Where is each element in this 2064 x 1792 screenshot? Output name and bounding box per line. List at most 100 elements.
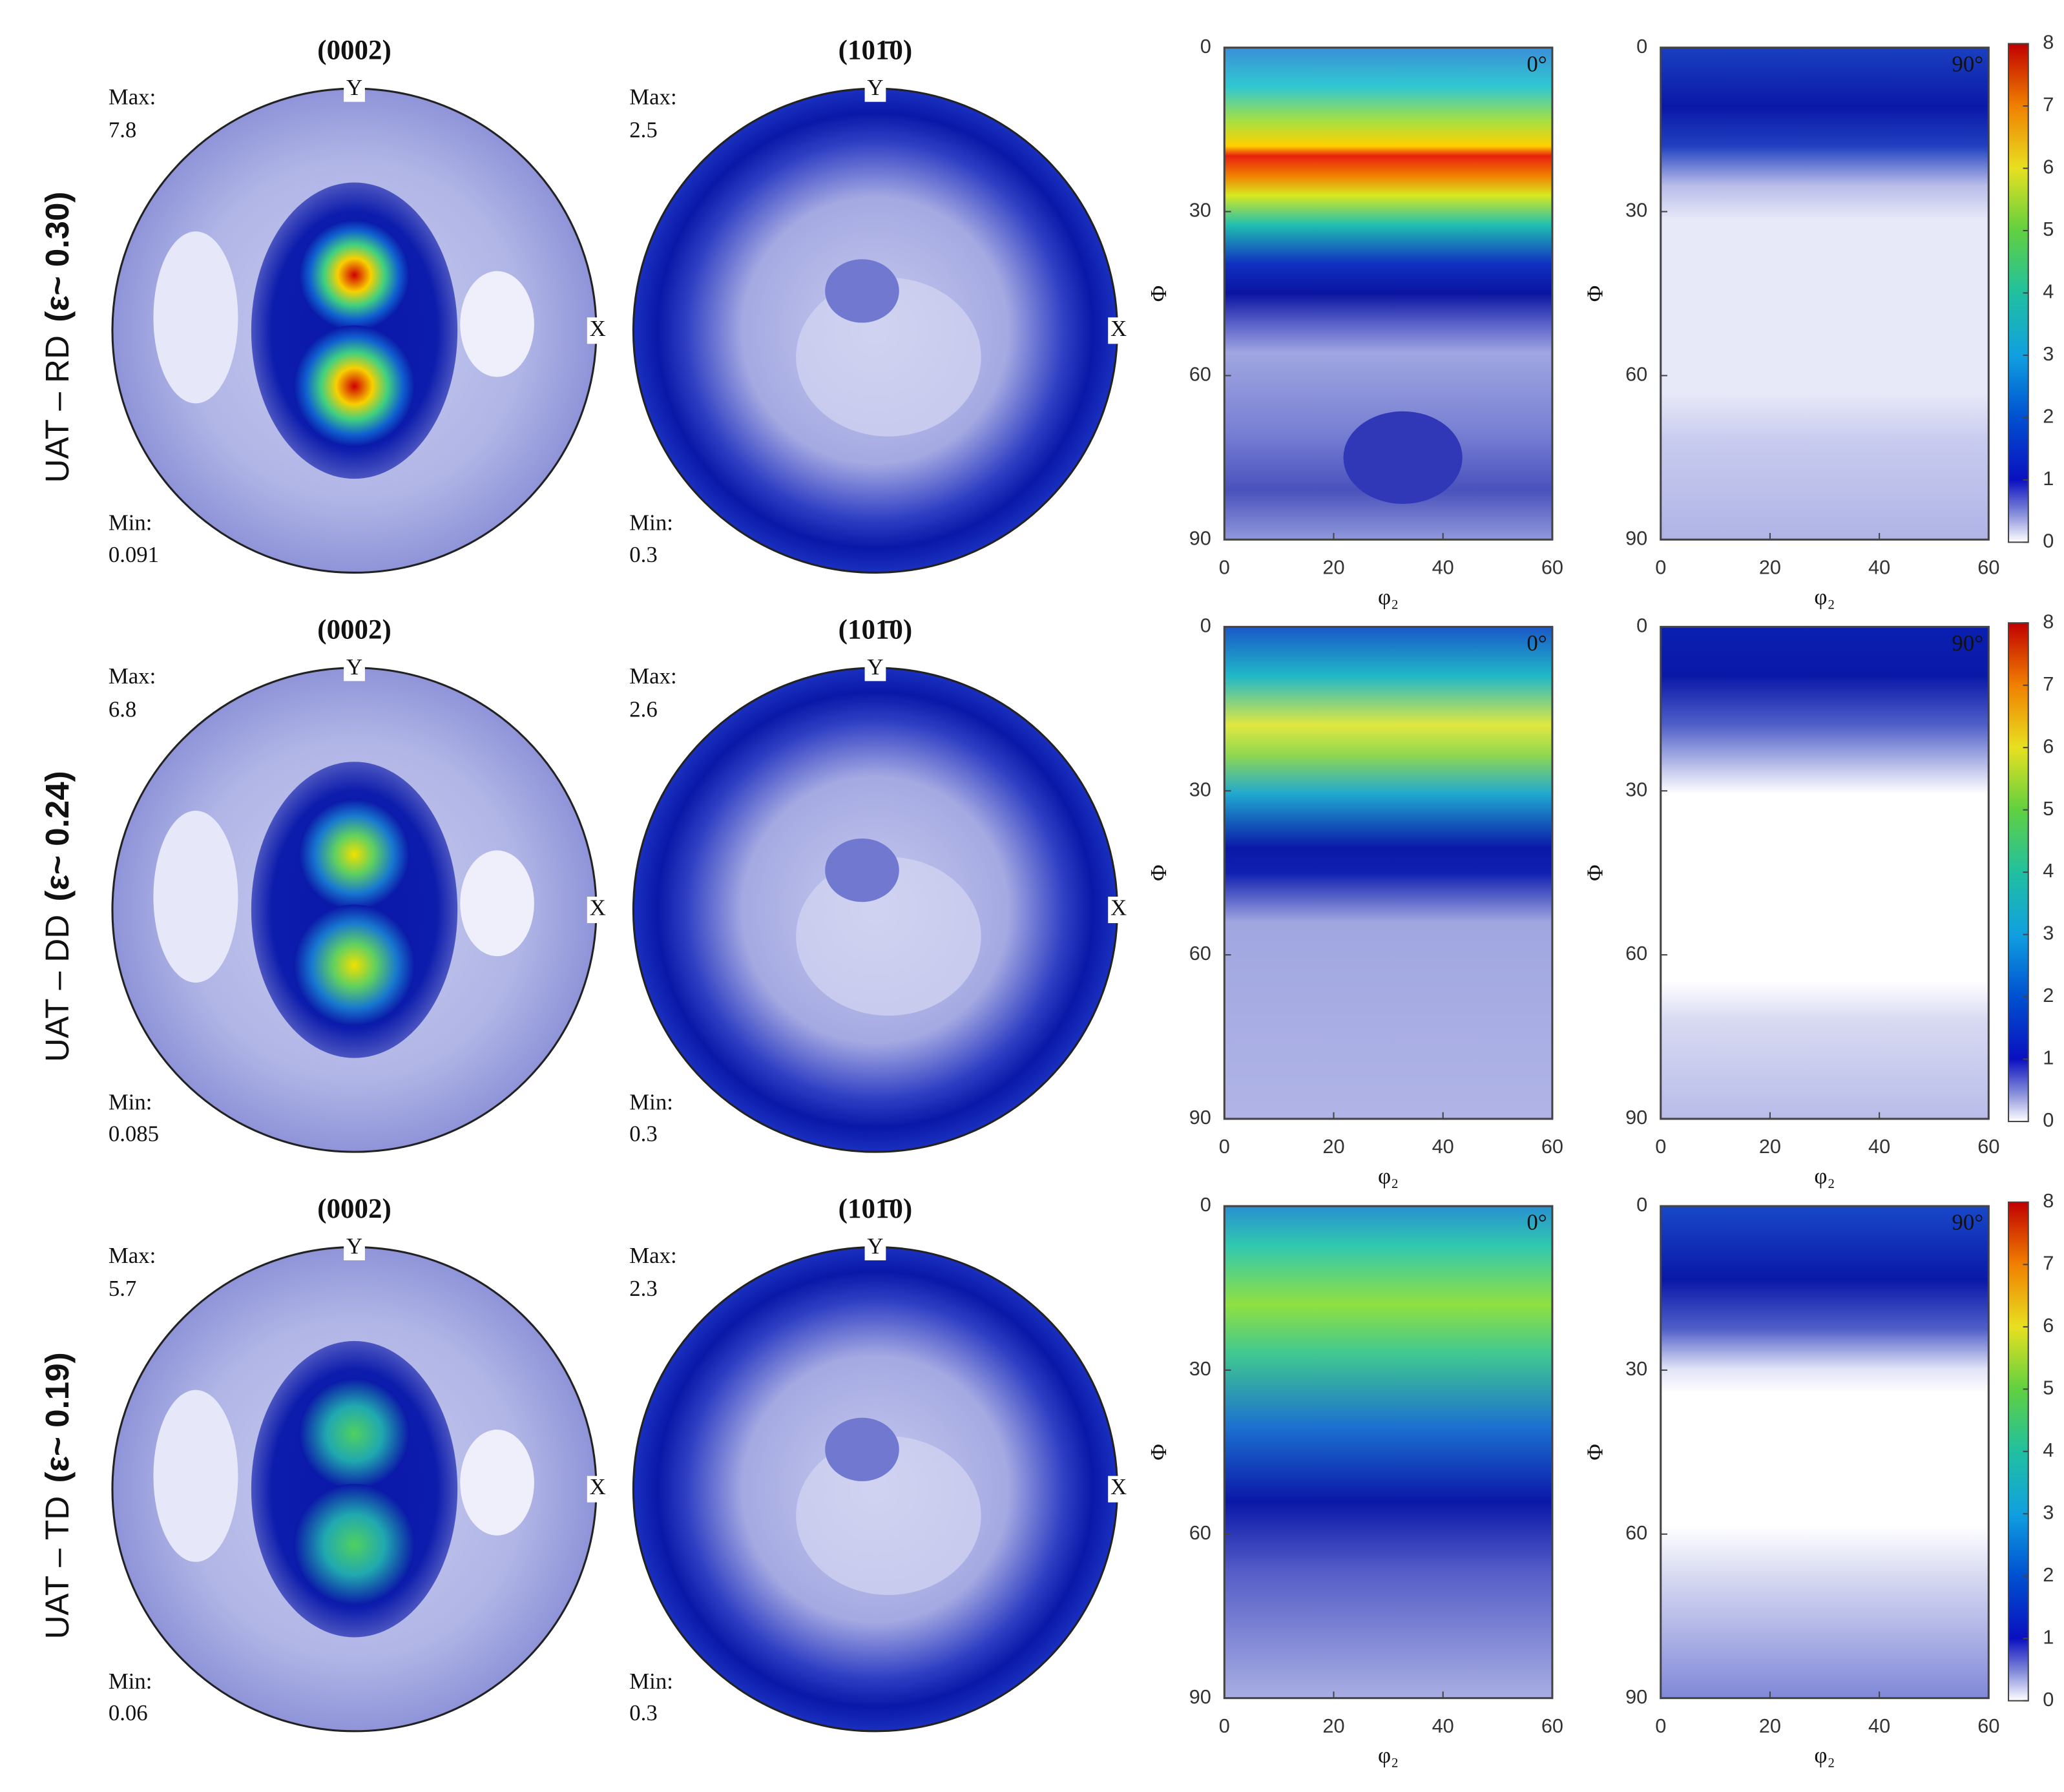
x-tick-label: 40 (1868, 1714, 1890, 1737)
y-tick-label: 60 (1189, 942, 1211, 964)
colorbar-tick-label: 1 (2043, 1047, 2054, 1069)
y-tick-label: 30 (1625, 199, 1647, 222)
y-axis-label: Y (346, 654, 362, 680)
pole-figure-title: (101̄0) (839, 614, 913, 645)
section-angle: 0° (1527, 1210, 1547, 1235)
x-tick-label: 0 (1219, 1714, 1230, 1737)
axis-label-box (587, 1475, 609, 1503)
x-axis-title: φ₂ (1814, 584, 1835, 609)
axis-label-box (344, 1234, 365, 1261)
row-label-strain: (ε~ 0.24) (39, 771, 76, 901)
y-tick-label: 90 (1625, 526, 1647, 549)
max-value: 5.7 (109, 1276, 136, 1301)
odf-section (1660, 1205, 1990, 1700)
x-tick-label: 0 (1219, 556, 1230, 578)
x-tick-label: 20 (1759, 1135, 1781, 1158)
max-value: 2.5 (629, 118, 657, 143)
colorbar-tick-label: 8 (2043, 1189, 2054, 1212)
x-tick-label: 0 (1655, 1135, 1666, 1158)
odf-section (1223, 625, 1554, 1120)
y-tick-label: 90 (1189, 1106, 1211, 1129)
min-value: 0.3 (629, 542, 657, 567)
row-label-strain: (ε~ 0.19) (39, 1352, 76, 1483)
y-axis-title: Φ (1582, 864, 1607, 880)
contour-peak (293, 904, 415, 1026)
axis-label-box (344, 75, 365, 102)
colorbar-tick-label: 7 (2043, 672, 2054, 695)
row-label-name: UAT – DD (39, 915, 76, 1062)
axis-label-box (587, 897, 609, 923)
min-value: 0.085 (109, 1121, 159, 1147)
y-tick-label: 0 (1636, 614, 1647, 636)
y-axis-label: Y (867, 75, 883, 100)
y-tick-label: 30 (1189, 1357, 1211, 1380)
y-tick-label: 0 (1200, 35, 1211, 57)
min-label: Min: (109, 510, 152, 536)
min-label: Min: (629, 1089, 673, 1114)
y-tick-label: 90 (1189, 1685, 1211, 1708)
row-label-name: UAT – RD (39, 335, 76, 483)
y-tick-label: 0 (1200, 1193, 1211, 1216)
contour-peak (298, 219, 410, 331)
contour-mid (825, 259, 899, 323)
x-axis-title: φ₂ (1378, 1163, 1399, 1189)
axis-label-box (344, 654, 365, 682)
contour-mid (825, 1417, 899, 1481)
section-angle: 90° (1952, 1210, 1983, 1235)
axis-label-box (1108, 317, 1129, 344)
max-label: Max: (109, 1243, 156, 1268)
contour-mid (1343, 411, 1463, 504)
contour-light (153, 810, 238, 983)
y-axis-title: Φ (1146, 864, 1171, 880)
axis-label-box (587, 317, 609, 344)
x-tick-label: 60 (1541, 1714, 1563, 1737)
colorbar-tick-label: 7 (2043, 93, 2054, 116)
colorbar-tick-label: 0 (2043, 1688, 2054, 1711)
pole-figure-title: (0002) (317, 36, 391, 66)
colorbar-tick-label: 3 (2043, 1501, 2054, 1523)
x-tick-label: 60 (1541, 1135, 1563, 1158)
min-label: Min: (629, 510, 673, 536)
max-label: Max: (629, 663, 676, 689)
row-label-strain: (ε~ 0.30) (39, 192, 76, 322)
colorbar-tick-label: 8 (2043, 610, 2054, 632)
row-label-name: UAT – TD (39, 1496, 76, 1640)
contour-peak (298, 1378, 410, 1490)
y-axis-title: Φ (1146, 286, 1171, 302)
x-axis-title: φ₂ (1814, 1743, 1835, 1768)
x-tick-label: 20 (1759, 556, 1781, 578)
contour-peak (293, 325, 415, 447)
x-axis-label: X (590, 1474, 606, 1499)
row-label: UAT – RD (ε~ 0.30) (39, 192, 76, 483)
y-tick-label: 60 (1189, 1521, 1211, 1544)
x-axis-label: X (1110, 895, 1127, 920)
y-tick-label: 30 (1189, 199, 1211, 222)
section-angle: 90° (1952, 630, 1983, 656)
contour-light (153, 231, 238, 404)
colorbar-tick-label: 5 (2043, 797, 2054, 820)
odf-section (1223, 1205, 1554, 1700)
colorbar-tick-label: 5 (2043, 1376, 2054, 1399)
max-value: 2.3 (629, 1276, 657, 1301)
x-tick-label: 40 (1432, 1714, 1454, 1737)
y-tick-label: 90 (1189, 526, 1211, 549)
y-tick-label: 90 (1625, 1685, 1647, 1708)
x-tick-label: 20 (1322, 1135, 1344, 1158)
colorbar-tick-label: 4 (2043, 1439, 2054, 1461)
contour-mid (825, 838, 899, 902)
axis-label-box (864, 75, 886, 102)
x-tick-label: 60 (1977, 1714, 1999, 1737)
min-label: Min: (109, 1089, 152, 1114)
y-tick-label: 60 (1625, 1521, 1647, 1544)
contour-peak (293, 1483, 415, 1606)
y-axis-label: Y (867, 1234, 883, 1259)
x-tick-label: 20 (1322, 1714, 1344, 1737)
colorbar-tick-label: 7 (2043, 1252, 2054, 1275)
y-axis-label: Y (346, 1234, 362, 1259)
max-label: Max: (629, 1243, 676, 1268)
colorbar-tick-label: 1 (2043, 467, 2054, 490)
contour-light (153, 1390, 238, 1562)
x-tick-label: 60 (1541, 556, 1563, 578)
